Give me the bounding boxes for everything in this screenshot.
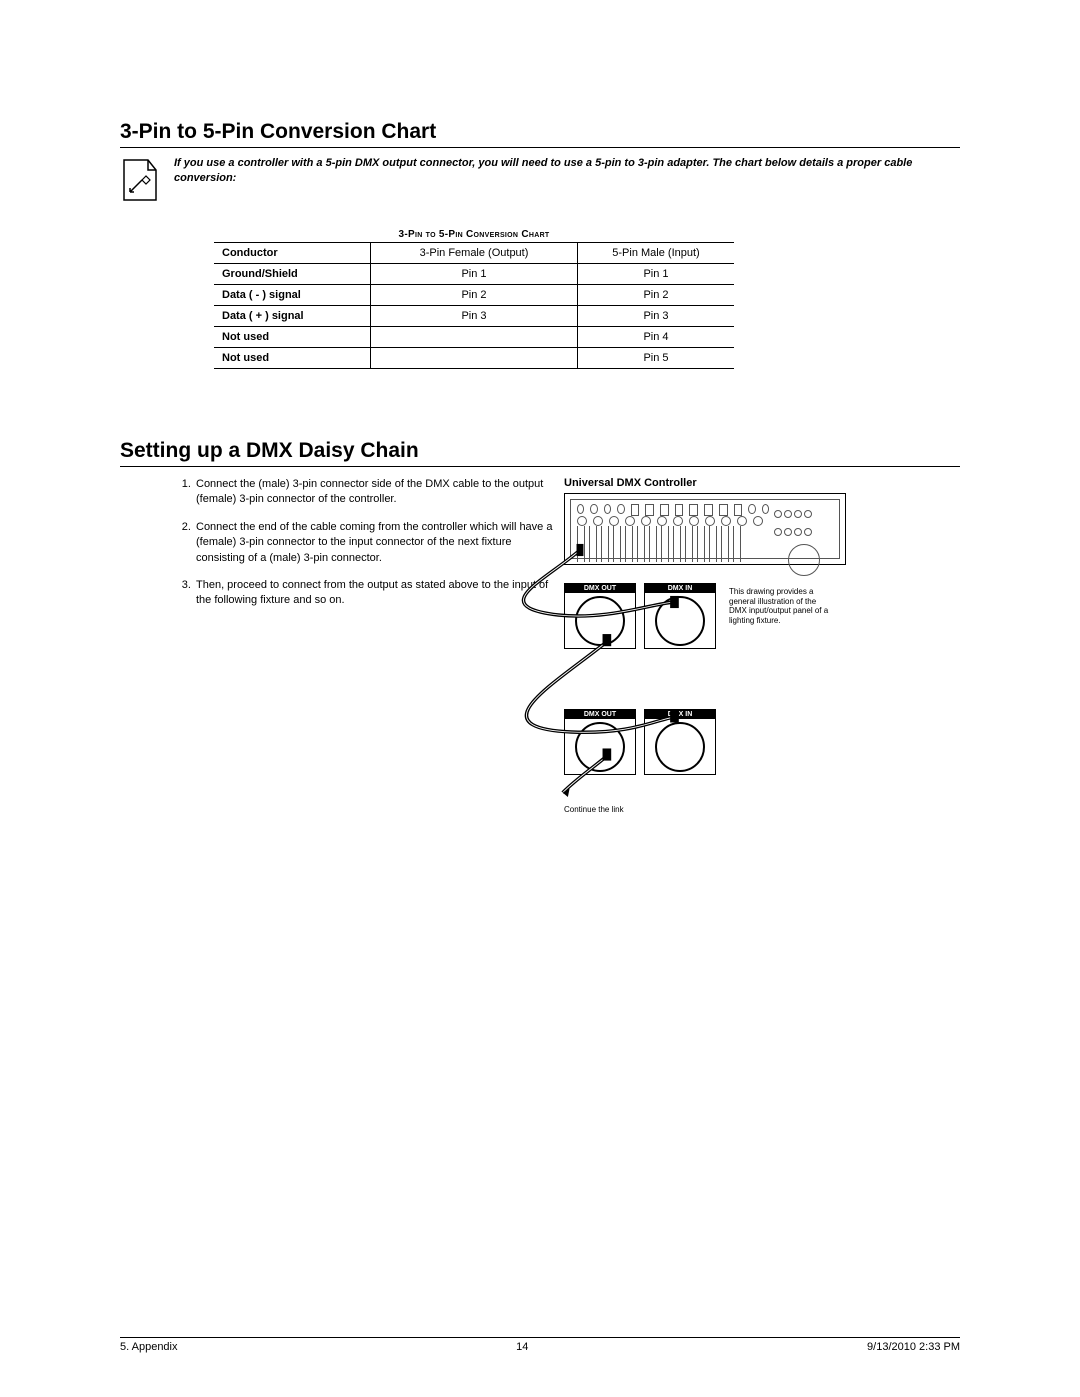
step-item: Connect the (male) 3-pin connector side … (194, 477, 554, 508)
footer-right: 9/13/2010 2:33 PM (867, 1341, 960, 1353)
step-item: Then, proceed to connect from the output… (194, 578, 554, 609)
controller-illustration (565, 494, 845, 564)
table-row: Data ( - ) signalPin 2Pin 2 (214, 285, 734, 306)
section2-title: Setting up a DMX Daisy Chain (120, 439, 960, 467)
steps-list: Connect the (male) 3-pin connector side … (176, 477, 554, 803)
section1-title: 3-Pin to 5-Pin Conversion Chart (120, 120, 960, 148)
table-row: Not usedPin 5 (214, 348, 734, 369)
note-icon (120, 158, 162, 207)
dmx-in-connector: DMX IN (644, 583, 716, 649)
dmx-in-connector: DMX IN (644, 709, 716, 775)
conversion-table: 3-Pin to 5-Pin Conversion Chart Conducto… (214, 229, 734, 369)
continue-label: Continue the link (564, 805, 864, 814)
table-row: Data ( + ) signalPin 3Pin 3 (214, 306, 734, 327)
step-item: Connect the end of the cable coming from… (194, 520, 554, 566)
footer-center: 14 (516, 1341, 528, 1353)
table-row: Ground/ShieldPin 1Pin 1 (214, 264, 734, 285)
page-footer: 5. Appendix 14 9/13/2010 2:33 PM (120, 1337, 960, 1353)
section1-note: If you use a controller with a 5-pin DMX… (174, 156, 960, 207)
diagram-title: Universal DMX Controller (564, 477, 864, 489)
table-row: Not usedPin 4 (214, 327, 734, 348)
dmx-out-connector: DMX OUT (564, 583, 636, 649)
diagram: Universal DMX Controller (564, 477, 864, 814)
dmx-out-connector: DMX OUT (564, 709, 636, 775)
footer-left: 5. Appendix (120, 1341, 178, 1353)
table-title: 3-Pin to 5-Pin Conversion Chart (214, 229, 734, 240)
diagram-annotation: This drawing provides a general illustra… (729, 587, 829, 625)
table-header-row: Conductor 3-Pin Female (Output) 5-Pin Ma… (214, 243, 734, 264)
